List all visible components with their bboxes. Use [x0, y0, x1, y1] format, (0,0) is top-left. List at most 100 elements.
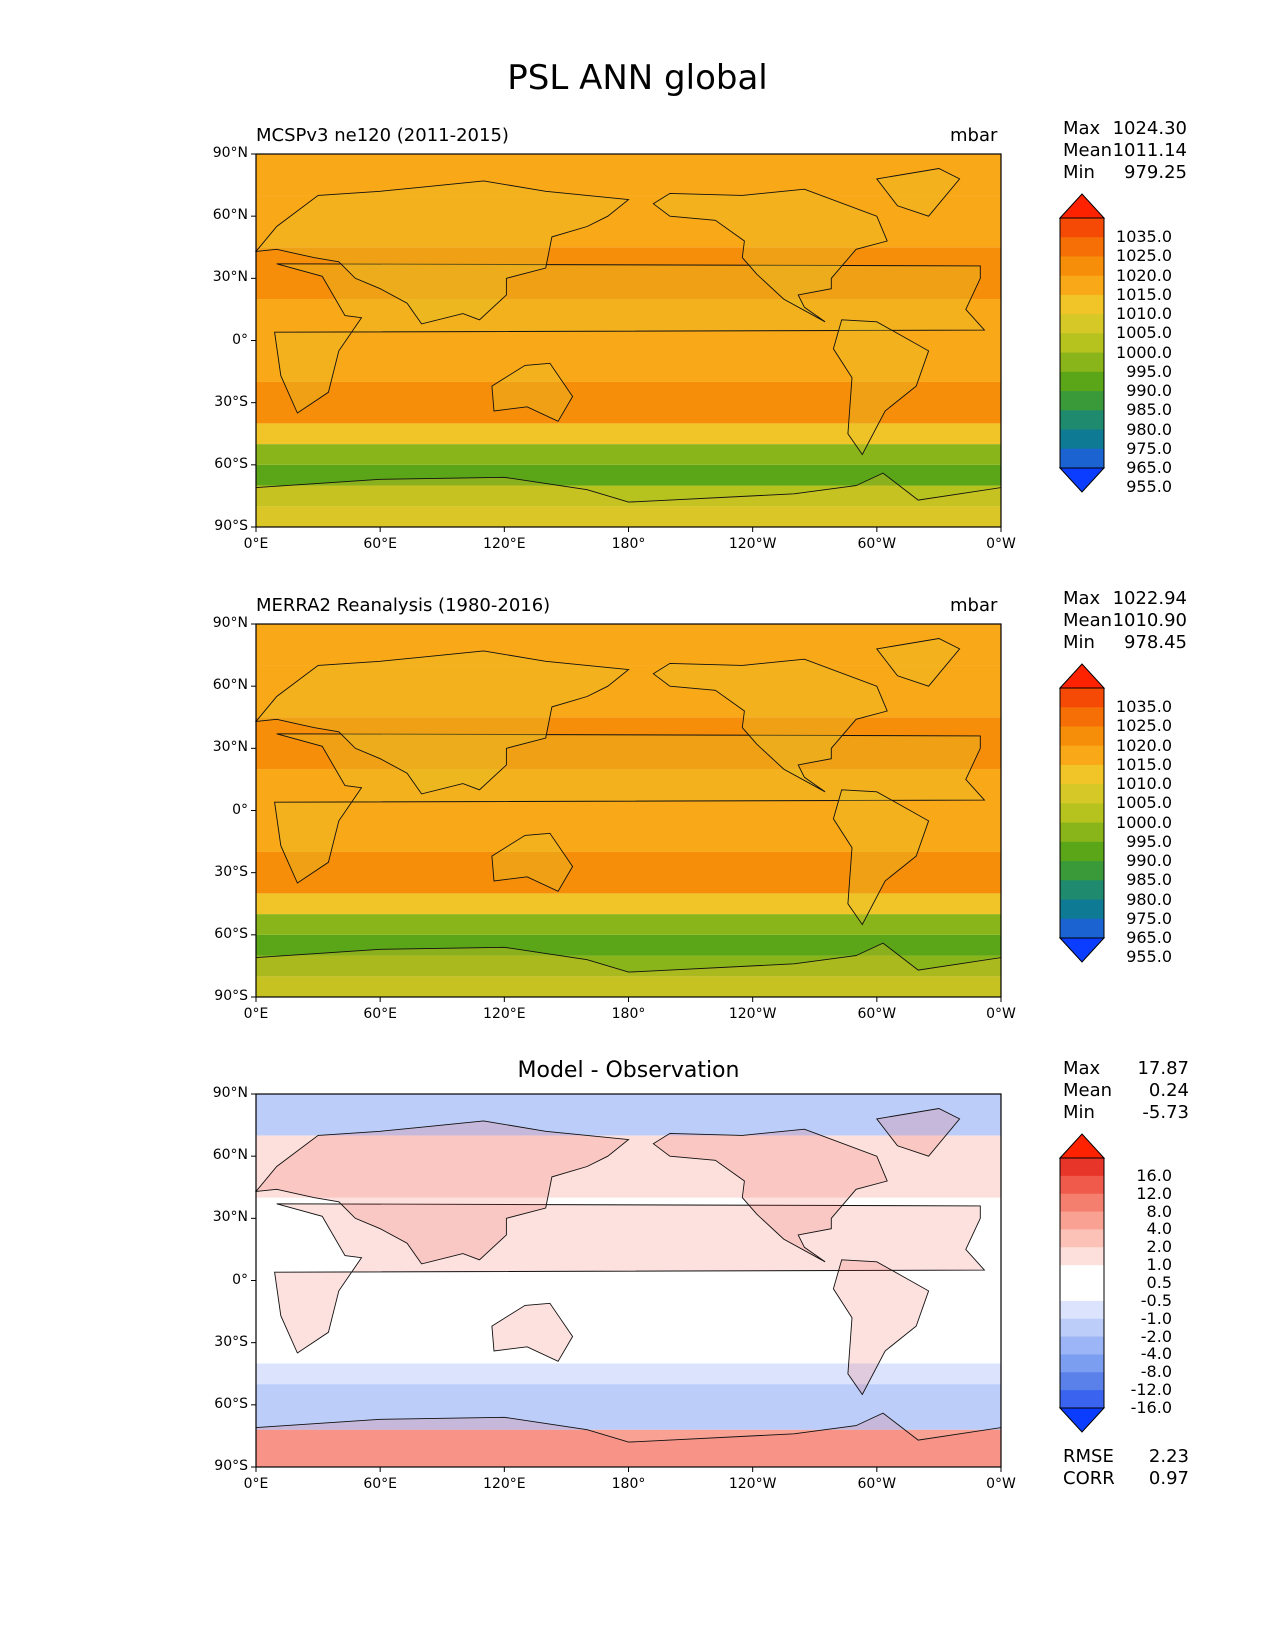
colorbar-tick-label: 1.0 — [1146, 1255, 1172, 1275]
colorbar-segment — [1060, 880, 1104, 901]
colorbar-tick-label: 990.0 — [1126, 381, 1172, 401]
colorbar-tick-label: 955.0 — [1126, 477, 1172, 497]
colorbar-tick-label: 975.0 — [1126, 438, 1172, 458]
panel-1-max-label: Max — [1063, 118, 1101, 139]
lat-band-5 — [256, 1094, 1001, 1136]
colorbar-segment — [1060, 899, 1104, 920]
lat-tick-label: 90°S — [214, 988, 248, 1004]
panel-2-colorbar — [1058, 663, 1106, 963]
colorbar-segment — [1060, 1193, 1104, 1213]
coastline-eurasia — [254, 1120, 630, 1265]
panel-1-min-value: 979.25 — [1124, 162, 1187, 183]
coastline-eurasia — [254, 180, 630, 325]
colorbar-segment — [1060, 707, 1104, 727]
panel-1-units: mbar — [950, 125, 998, 146]
colorbar-tick-label: 1015.0 — [1116, 754, 1172, 774]
lon-tick-label: 60°E — [363, 536, 397, 552]
lat-band-2 — [256, 934, 1001, 956]
lon-tick-label: 120°W — [728, 536, 777, 552]
colorbar-tick-label: 12.0 — [1136, 1183, 1172, 1203]
colorbar-segment — [1060, 1354, 1104, 1373]
lat-band-2 — [256, 1363, 1001, 1385]
colorbar-segment — [1060, 352, 1104, 373]
lat-tick-label: 30°S — [214, 1333, 248, 1350]
colorbar-tick-label: 0.5 — [1146, 1273, 1172, 1292]
coastline-north-america — [652, 1128, 888, 1263]
colorbar-extend-min — [1058, 1407, 1106, 1433]
lat-band-9 — [256, 624, 1001, 666]
colorbar-segment — [1060, 371, 1104, 392]
lat-band-9 — [256, 154, 1001, 196]
panel-1-mean-label: Mean — [1063, 140, 1113, 161]
colorbar-segment — [1060, 448, 1104, 469]
panel-2-map — [251, 623, 1002, 1002]
lon-tick-label: 60°W — [857, 536, 897, 552]
colorbar-segment — [1060, 803, 1104, 824]
colorbar-extend-max — [1058, 1133, 1106, 1159]
lat-band-4 — [256, 893, 1001, 915]
panel-3-colorbar — [1058, 1133, 1106, 1433]
lon-tick-label: 120°W — [728, 1006, 777, 1022]
colorbar-segment — [1060, 841, 1104, 862]
colorbar-tick-label: 980.0 — [1126, 419, 1172, 439]
colorbar-tick-label: 4.0 — [1146, 1219, 1172, 1239]
lon-tick-label: 120°W — [728, 1476, 777, 1492]
colorbar-segment — [1060, 218, 1104, 238]
panel-3-max-label: Max — [1063, 1058, 1101, 1079]
lat-band-7 — [256, 717, 1001, 770]
panel-1-map — [251, 153, 1002, 532]
lon-tick-label: 60°E — [363, 1476, 397, 1492]
colorbar-tick-label: 995.0 — [1126, 831, 1172, 851]
colorbar-tick-label: -2.0 — [1140, 1326, 1172, 1346]
panel-1-max-value: 1024.30 — [1112, 118, 1187, 139]
lat-band-8 — [256, 665, 1001, 718]
colorbar-tick-label: 1025.0 — [1116, 246, 1172, 266]
colorbar-tick-label: 1025.0 — [1116, 716, 1172, 736]
colorbar-segment — [1060, 314, 1104, 334]
lat-band-3 — [256, 914, 1001, 935]
panel-2-title: MERRA2 Reanalysis (1980-2016) — [256, 595, 551, 616]
lat-tick-label: 60°N — [212, 677, 248, 694]
lat-band-0 — [256, 976, 1001, 997]
lat-band-0 — [256, 1429, 1001, 1467]
lat-band-1 — [256, 1384, 1001, 1430]
lat-tick-label: 90°S — [214, 1458, 248, 1474]
coastline-greenland — [875, 1108, 961, 1157]
panel-2-max-label: Max — [1063, 588, 1101, 609]
colorbar-segment — [1060, 1158, 1104, 1177]
colorbar-segment — [1060, 822, 1104, 843]
lon-tick-label: 180° — [611, 1476, 646, 1492]
lat-tick-label: 60°S — [214, 1395, 248, 1412]
colorbar-segment — [1060, 1336, 1104, 1355]
panel-2-max-value: 1022.94 — [1112, 588, 1187, 609]
colorbar-segment — [1060, 1175, 1104, 1195]
colorbar-tick-label: 955.0 — [1126, 947, 1172, 967]
colorbar-frame — [1059, 217, 1105, 469]
colorbar-segment — [1060, 1211, 1104, 1230]
colorbar-tick-label: -12.0 — [1130, 1380, 1172, 1400]
coastline-south-america — [832, 319, 930, 456]
colorbar-tick-label: 965.0 — [1126, 928, 1172, 947]
lat-tick-label: 90°N — [212, 615, 248, 631]
colorbar-segment — [1060, 275, 1104, 296]
lat-band-7 — [256, 247, 1001, 300]
panel-2-min-label: Min — [1063, 632, 1095, 653]
lon-tick-label: 0°W — [986, 1476, 1016, 1492]
lat-band-6 — [256, 769, 1001, 852]
colorbar-tick-label: -4.0 — [1140, 1344, 1172, 1364]
lon-tick-label: 120°E — [483, 1006, 526, 1022]
lon-tick-label: 60°W — [857, 1476, 897, 1492]
lat-tick-label: 90°N — [212, 145, 248, 161]
colorbar-segment — [1060, 237, 1104, 257]
coastline-africa — [274, 263, 986, 414]
panel-1-min-label: Min — [1063, 162, 1095, 183]
lon-tick-label: 0°E — [243, 1476, 269, 1492]
colorbar-tick-label: 1020.0 — [1116, 735, 1172, 755]
lat-band-6 — [256, 299, 1001, 382]
rmse-value: 2.23 — [1148, 1446, 1189, 1467]
lon-tick-label: 0°W — [986, 536, 1016, 552]
colorbar-tick-label: -0.5 — [1140, 1290, 1172, 1310]
colorbar-tick-label: 975.0 — [1126, 908, 1172, 928]
colorbar-tick-label: 1035.0 — [1116, 697, 1172, 717]
colorbar-segment — [1060, 726, 1104, 747]
